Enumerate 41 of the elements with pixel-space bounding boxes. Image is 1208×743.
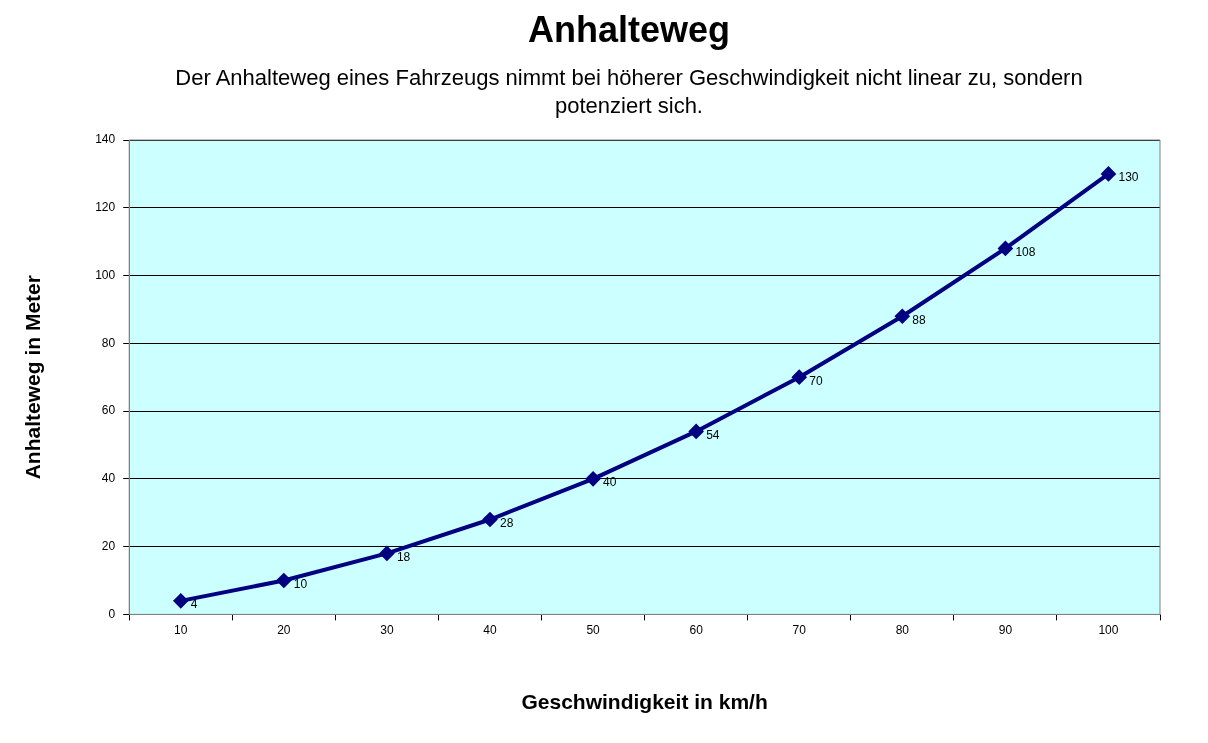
x-tick-label: 50 [586,622,601,637]
point [276,573,291,588]
point [895,309,910,324]
y-tick-label: 60 [101,403,116,418]
x-tick-label: 30 [380,622,394,637]
point [379,546,394,561]
data-label: 130 [1118,170,1139,185]
x-axis-title: Geschwindigkeit in km/h [521,690,768,714]
x-tick-label: 80 [895,622,910,637]
point [1101,166,1116,181]
data-label: 28 [499,515,514,530]
x-tick-label: 70 [792,622,807,637]
y-tick-label: 80 [101,335,116,350]
y-axis-title: Anhalteweg in Meter [21,275,45,480]
y-tick-label: 120 [95,200,116,215]
x-tick-label: 60 [689,622,704,637]
x-tick-label: 100 [1098,622,1119,637]
y-tick-label: 40 [101,471,116,486]
point [173,593,188,608]
point [792,370,807,385]
point [482,512,497,527]
point [998,241,1013,256]
y-tick-label: 100 [95,267,116,282]
chart-subtitle: Der Anhalteweg eines Fahrzeugs nimmt bei höherer Geschwindigkeit nicht linear zu, sondern potenziert sich. [174,64,1084,120]
data-label: 108 [1015,244,1036,259]
y-tick-label: 140 [95,132,116,147]
chart-title: Anhalteweg [527,8,731,52]
point [586,471,601,486]
x-tick-label: 10 [174,622,188,637]
data-label: 10 [293,576,308,591]
y-tick-label: 0 [108,606,116,621]
data-label: 70 [809,373,823,388]
x-tick-label: 20 [277,622,291,637]
data-label: 4 [190,597,198,612]
point [689,424,704,439]
y-tick-label: 20 [101,538,116,553]
data-label: 88 [912,312,926,327]
x-tick-label: 40 [483,622,497,637]
data-label: 54 [706,427,720,442]
data-label: 18 [396,549,411,564]
x-tick-label: 90 [998,622,1013,637]
